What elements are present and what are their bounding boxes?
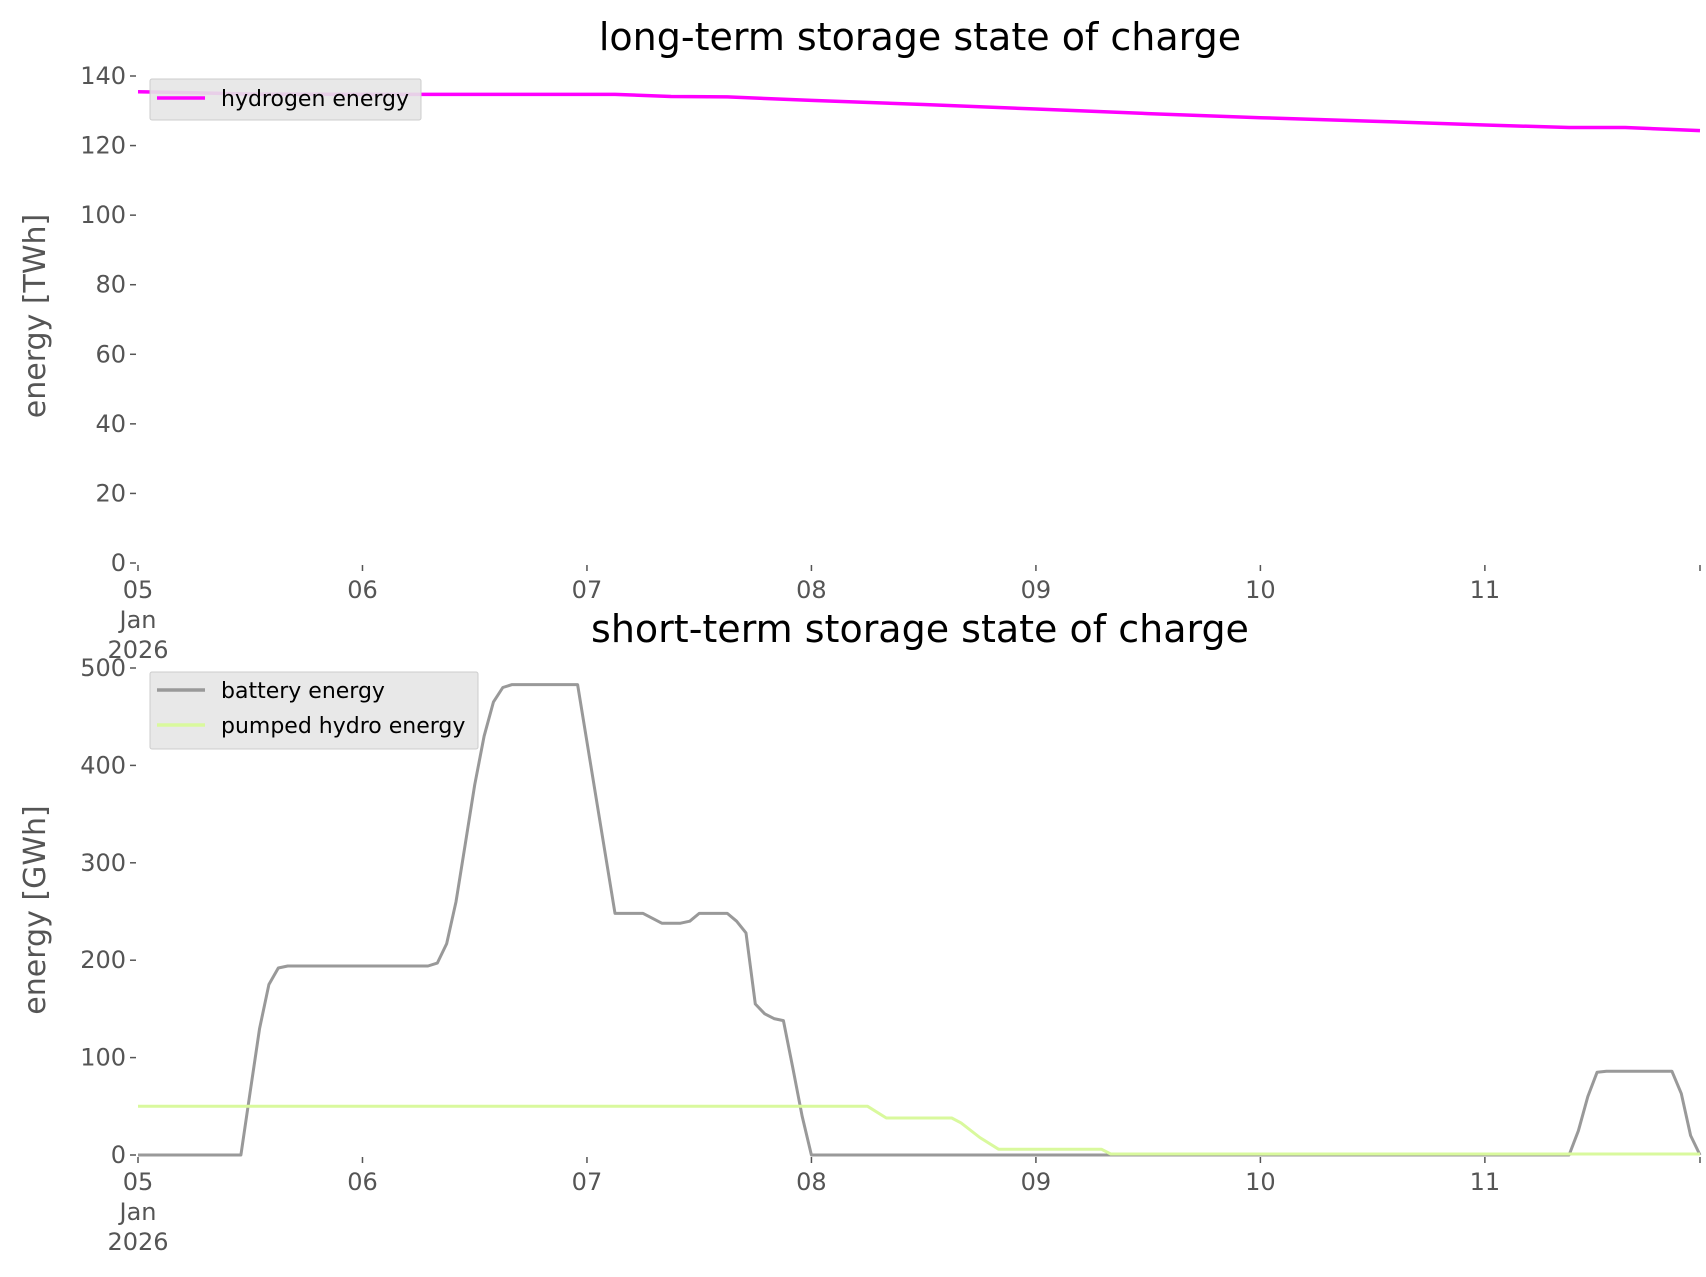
long-term-x-tick-label-1: 06: [347, 576, 378, 604]
short-term-x-tick-label-4: 09: [1021, 1168, 1052, 1196]
legend-battery-energy-label: battery energy: [221, 679, 385, 704]
short-term-y-tick-label-5: 500: [80, 654, 126, 682]
long-term-chart-title: long-term storage state of charge: [599, 15, 1241, 59]
long-term-x-tick-label-0: 05: [123, 576, 154, 604]
long-term-y-tick-label-2: 40: [95, 410, 126, 438]
short-term-y-tick-label-3: 300: [80, 849, 126, 877]
legend-pumped-hydro-energy-label: pumped hydro energy: [221, 714, 465, 739]
long-term-y-tick-label-5: 100: [80, 201, 126, 229]
short-term-y-tick-label-0: 0: [111, 1141, 126, 1169]
long-term-x-tick-label-3: 08: [796, 576, 827, 604]
series-line-pumped-hydro-energy: [138, 1104, 1700, 1156]
long-term-x-tick-label-5: 10: [1245, 576, 1276, 604]
short-term-x-tick-label-2: 07: [572, 1168, 603, 1196]
short-term-y-tick-label-4: 400: [80, 751, 126, 779]
long-term-x-tick-label-4: 09: [1021, 576, 1052, 604]
short-term-x-tick-label-5: 10: [1245, 1168, 1276, 1196]
short-term-y-tick-label-2: 200: [80, 946, 126, 974]
long-term-storage-panel: long-term storage state of charge energy…: [18, 15, 1701, 664]
short-term-y-tick-label-1: 100: [80, 1044, 126, 1072]
short-term-chart-title: short-term storage state of charge: [591, 607, 1249, 651]
long-term-y-tick-label-7: 140: [80, 62, 126, 90]
legend-hydrogen-energy-label: hydrogen energy: [221, 87, 409, 112]
short-term-x-tick-label-0-line-1: Jan: [118, 1198, 157, 1226]
long-term-y-tick-label-0: 0: [111, 549, 126, 577]
long-term-y-tick-label-4: 80: [95, 271, 126, 299]
short-term-storage-panel: short-term storage state of charge energ…: [18, 607, 1702, 1256]
long-term-x-tick-label-6: 11: [1470, 576, 1501, 604]
long-term-y-axis-label: energy [TWh]: [18, 214, 53, 418]
long-term-legend-box: [149, 78, 422, 121]
short-term-y-axis-label: energy [GWh]: [18, 805, 53, 1014]
long-term-y-tick-label-1: 20: [95, 479, 126, 507]
long-term-legend: hydrogen energy: [149, 78, 422, 121]
short-term-legend: battery energy pumped hydro energy: [149, 671, 479, 750]
short-term-legend-box: [149, 671, 479, 750]
long-term-x-tick-label-0-line-2: 2026: [107, 636, 168, 664]
series-line-battery-energy: [138, 683, 1702, 1157]
short-term-x-tick-label-0: 05: [123, 1168, 154, 1196]
short-term-plot-lines: [138, 683, 1702, 1157]
long-term-y-tick-label-6: 120: [80, 132, 126, 160]
short-term-x-tick-label-3: 08: [796, 1168, 827, 1196]
long-term-y-tick-label-3: 60: [95, 340, 126, 368]
short-term-x-tick-label-6: 11: [1470, 1168, 1501, 1196]
long-term-x-tick-label-2: 07: [572, 576, 603, 604]
short-term-x-tick-label-1: 06: [347, 1168, 378, 1196]
long-term-x-tick-label-0-line-1: Jan: [118, 606, 157, 634]
short-term-x-tick-label-0-line-2: 2026: [107, 1228, 168, 1256]
